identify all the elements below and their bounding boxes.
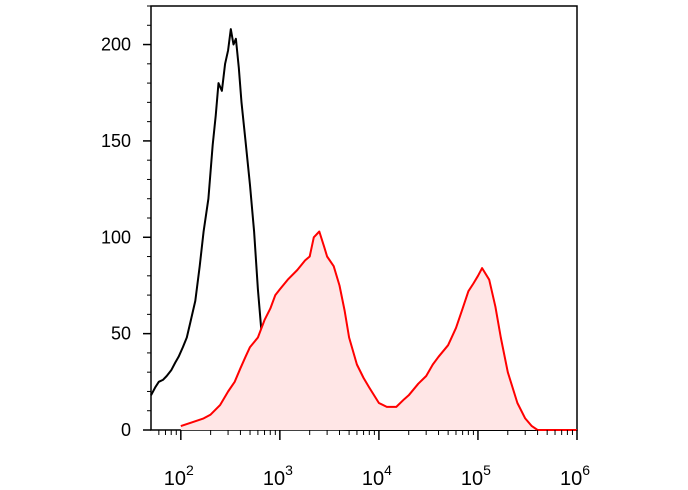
x-tick-label: 102 [164,462,194,490]
axes-layer: 0 50 100 150 200 102 103 104 105 106 [101,5,590,490]
x-tick-label: 103 [263,462,293,490]
x-tick-label: 105 [461,462,491,490]
x-tick-label: 104 [362,462,392,490]
y-tick-label: 150 [101,131,131,151]
plot-frame [150,5,578,431]
series-1-area [180,231,578,430]
y-tick-label: 50 [111,324,131,344]
x-tick-label: 106 [560,462,590,490]
y-tick-label: 200 [101,35,131,55]
y-tick-label: 0 [121,420,131,440]
series-layer [150,28,578,431]
y-tick-label: 100 [101,227,131,247]
series-1-line [180,230,577,431]
